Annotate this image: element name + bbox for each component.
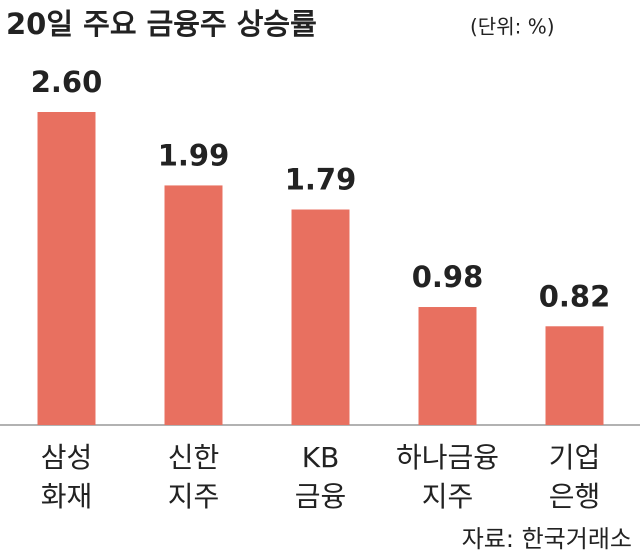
value-label: 2.60: [31, 65, 103, 99]
value-label: 1.79: [285, 163, 357, 197]
value-label: 0.82: [539, 279, 611, 313]
value-label: 0.98: [412, 260, 484, 294]
bar: [545, 326, 604, 425]
bar: [291, 209, 350, 425]
category-label: 기업 은행: [548, 441, 601, 513]
chart-title: 20일 주요 금융주 상승률: [6, 7, 317, 41]
category-label: 신한 지주: [167, 441, 220, 513]
unit-label: (단위: %): [470, 15, 555, 39]
bar: [164, 185, 223, 425]
category-label: KB 금융: [294, 441, 347, 513]
bar: [418, 307, 477, 425]
category-label: 하나금융 지주: [395, 441, 500, 513]
bar: [37, 112, 96, 425]
source: 자료: 한국거래소: [462, 525, 632, 553]
category-label: 삼성 화재: [40, 441, 93, 513]
value-label: 1.99: [158, 138, 230, 172]
